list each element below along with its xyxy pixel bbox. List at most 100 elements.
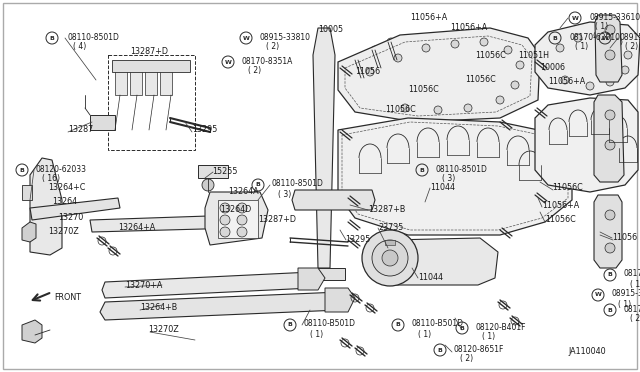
Polygon shape [313,28,335,268]
Polygon shape [160,70,172,95]
Text: B: B [607,273,612,278]
Polygon shape [338,118,572,235]
Polygon shape [325,288,355,312]
Circle shape [504,46,512,54]
Circle shape [394,54,402,62]
Polygon shape [594,195,622,268]
Text: 13264D: 13264D [220,205,252,215]
Text: W: W [243,35,250,41]
Circle shape [220,203,230,213]
Text: 08915-33810: 08915-33810 [260,32,311,42]
Text: 13264+B: 13264+B [140,304,177,312]
Circle shape [220,227,230,237]
Text: ( 16): ( 16) [42,174,60,183]
Circle shape [624,51,632,59]
Text: W: W [595,292,602,298]
Text: ( 1): ( 1) [618,299,631,308]
Polygon shape [198,165,228,178]
Polygon shape [22,185,32,200]
Circle shape [496,96,504,104]
Text: ( 1): ( 1) [630,279,640,289]
Text: 08170-62010: 08170-62010 [569,32,620,42]
Circle shape [464,104,472,112]
Text: 08110-8501D: 08110-8501D [436,164,488,173]
Polygon shape [218,200,258,238]
Circle shape [451,40,459,48]
Circle shape [434,106,442,114]
Text: ( 4): ( 4) [73,42,86,51]
Circle shape [387,38,395,46]
Text: B: B [460,326,465,330]
Polygon shape [535,98,638,192]
Text: 08170-B161A: 08170-B161A [624,305,640,314]
Text: 13264+A: 13264+A [118,224,156,232]
Circle shape [362,230,418,286]
Polygon shape [535,22,640,95]
Text: 23735: 23735 [378,224,403,232]
Polygon shape [595,15,622,82]
Text: ( 3): ( 3) [442,174,455,183]
Circle shape [202,179,214,191]
Polygon shape [22,320,42,343]
Polygon shape [145,70,157,95]
Text: JA110040: JA110040 [568,347,605,356]
Text: 13264+C: 13264+C [48,183,85,192]
Circle shape [605,210,615,220]
Text: 08915-33610: 08915-33610 [612,289,640,298]
Polygon shape [30,158,62,255]
Circle shape [237,227,247,237]
Text: 11056+A: 11056+A [542,201,579,209]
Text: 13287+D: 13287+D [130,48,168,57]
Text: 11056+A: 11056+A [548,77,585,87]
Text: 13264: 13264 [52,198,77,206]
Circle shape [511,81,519,89]
Text: 08120-62033: 08120-62033 [36,164,87,173]
Text: 08170-62010: 08170-62010 [624,269,640,279]
Text: 11056C: 11056C [408,86,439,94]
Polygon shape [102,272,315,298]
Text: 13270Z: 13270Z [148,326,179,334]
Circle shape [220,215,230,225]
Circle shape [516,61,524,69]
Text: B: B [396,323,401,327]
Text: ( 1): ( 1) [482,333,495,341]
Polygon shape [90,115,115,130]
Text: ( 2): ( 2) [248,67,261,76]
Text: 11044: 11044 [430,183,455,192]
Polygon shape [22,222,36,242]
Circle shape [354,56,362,64]
Polygon shape [115,70,127,95]
Circle shape [605,243,615,253]
Circle shape [606,78,614,86]
Polygon shape [385,240,395,245]
Text: W: W [602,35,609,41]
Circle shape [614,38,622,46]
Text: 13270: 13270 [58,214,83,222]
Text: 08915-33810: 08915-33810 [619,32,640,42]
Polygon shape [594,95,624,182]
Polygon shape [292,190,375,210]
Text: B: B [552,35,557,41]
Text: ( 1): ( 1) [418,330,431,339]
Text: 11044: 11044 [418,273,443,282]
Text: 11056C: 11056C [385,106,416,115]
Text: ( 2): ( 2) [460,355,473,363]
Circle shape [621,66,629,74]
Text: 08110-8501D: 08110-8501D [272,180,324,189]
Circle shape [605,140,615,150]
Text: 13287: 13287 [68,125,93,135]
Circle shape [401,104,409,112]
Polygon shape [205,192,268,245]
Polygon shape [238,210,252,232]
Circle shape [237,203,247,213]
Text: 11056: 11056 [612,234,637,243]
Circle shape [605,110,615,120]
Circle shape [372,240,408,276]
Text: 11056: 11056 [355,67,380,77]
Text: 11056+A: 11056+A [450,23,487,32]
Text: ( 2): ( 2) [625,42,638,51]
Circle shape [480,38,488,46]
Text: 08110-8501D: 08110-8501D [67,32,119,42]
Text: 11056C: 11056C [552,183,583,192]
Text: 08170-8351A: 08170-8351A [242,57,293,65]
